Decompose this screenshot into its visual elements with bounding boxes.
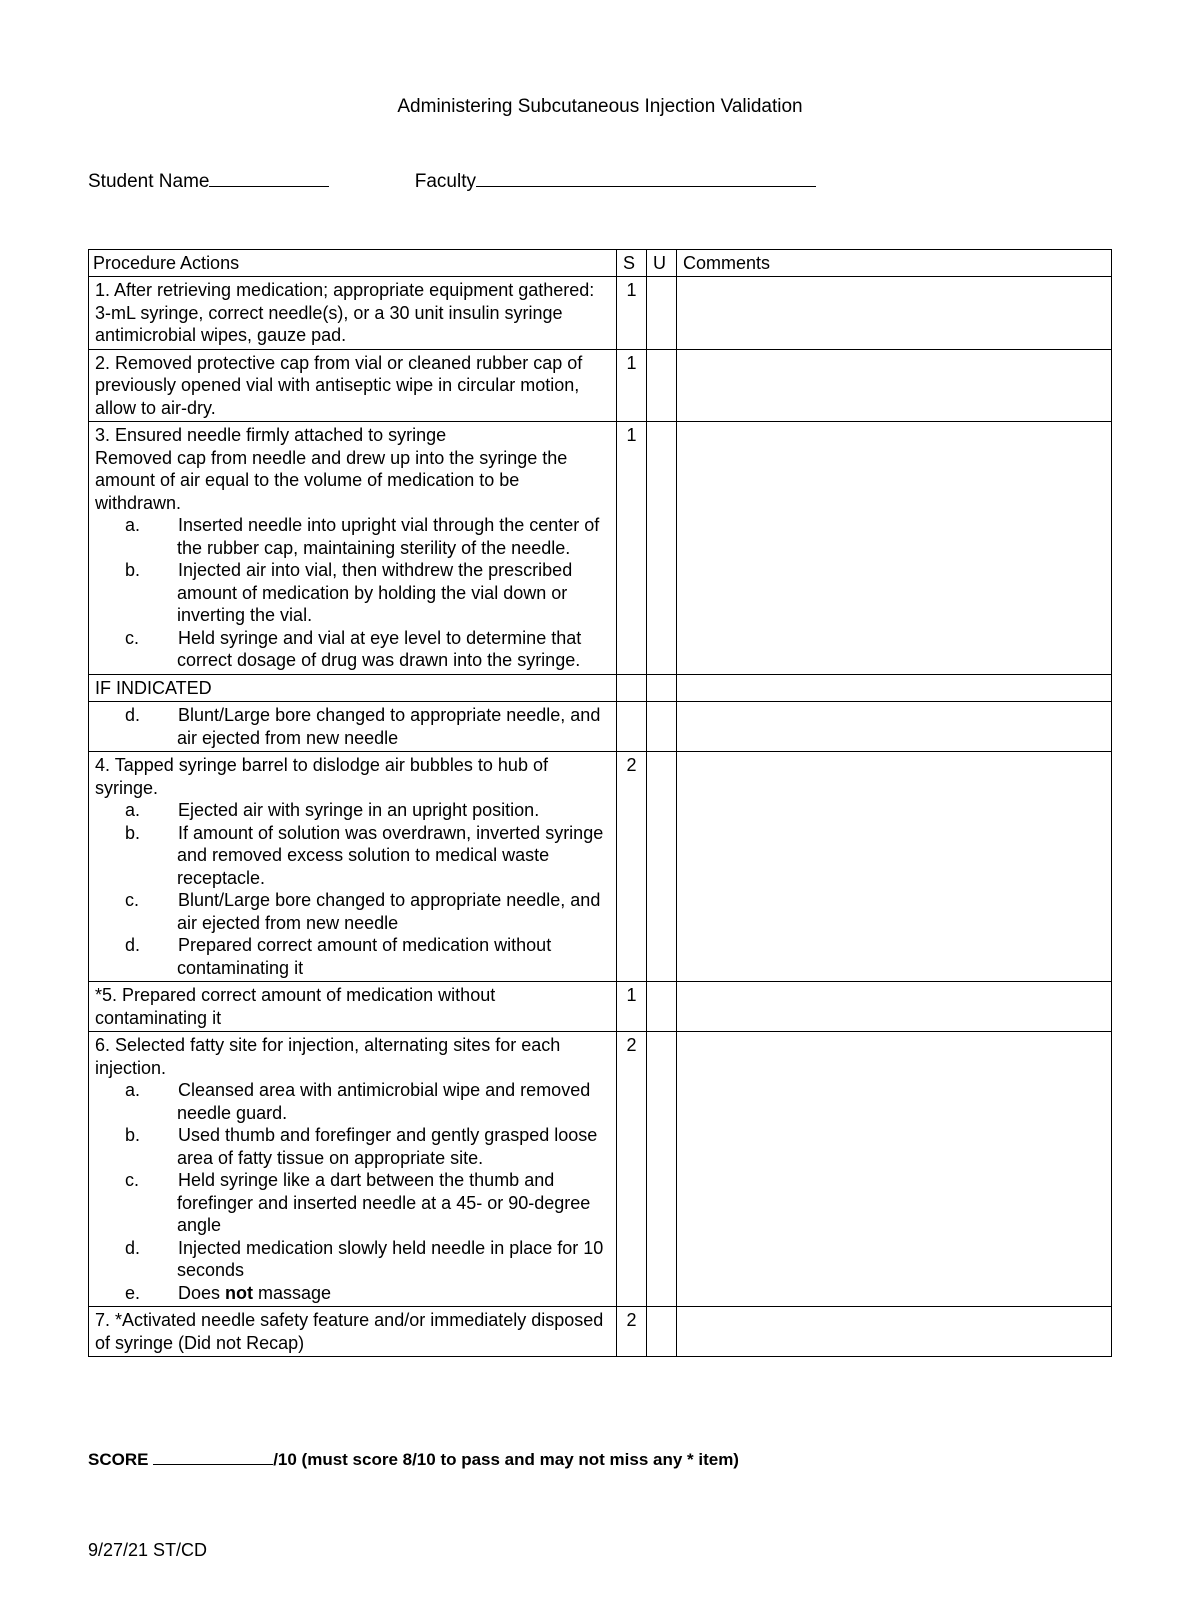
s-cell <box>617 702 647 752</box>
sub-item: d. Blunt/Large bore changed to appropria… <box>151 704 610 749</box>
comments-cell[interactable] <box>677 349 1112 422</box>
action-text: 4. Tapped syringe barrel to dislodge air… <box>95 754 610 799</box>
u-cell[interactable] <box>647 982 677 1032</box>
table-row: 2. Removed protective cap from vial or c… <box>89 349 1112 422</box>
comments-cell[interactable] <box>677 702 1112 752</box>
comments-cell[interactable] <box>677 422 1112 675</box>
actions-cell: 2. Removed protective cap from vial or c… <box>89 349 617 422</box>
s-cell: 1 <box>617 277 647 350</box>
sub-item: c. Held syringe like a dart between the … <box>151 1169 610 1237</box>
action-text: 6. Selected fatty site for injection, al… <box>95 1034 610 1079</box>
sub-list: a. Inserted needle into upright vial thr… <box>95 514 610 672</box>
footer-date: 9/27/21 ST/CD <box>88 1540 1112 1561</box>
s-cell: 2 <box>617 1307 647 1357</box>
comments-cell[interactable] <box>677 277 1112 350</box>
actions-cell: d. Blunt/Large bore changed to appropria… <box>89 702 617 752</box>
page: Administering Subcutaneous Injection Val… <box>0 0 1200 1621</box>
table-row: 4. Tapped syringe barrel to dislodge air… <box>89 752 1112 982</box>
sub-item: d. Injected medication slowly held needl… <box>151 1237 610 1282</box>
table-header-row: Procedure Actions S U Comments <box>89 249 1112 277</box>
sub-list: a. Cleansed area with antimicrobial wipe… <box>95 1079 610 1304</box>
sub-item: e. Does not massage <box>151 1282 610 1305</box>
s-cell: 2 <box>617 1032 647 1307</box>
table-row: 3. Ensured needle firmly attached to syr… <box>89 422 1112 675</box>
actions-cell: 7. *Activated needle safety feature and/… <box>89 1307 617 1357</box>
action-text: 2. Removed protective cap from vial or c… <box>95 352 610 420</box>
u-cell[interactable] <box>647 752 677 982</box>
comments-cell[interactable] <box>677 1032 1112 1307</box>
u-cell[interactable] <box>647 349 677 422</box>
empty-cell <box>647 674 677 702</box>
empty-cell <box>677 674 1112 702</box>
s-cell: 1 <box>617 422 647 675</box>
student-name-label: Student Name <box>88 171 209 193</box>
actions-cell: 3. Ensured needle firmly attached to syr… <box>89 422 617 675</box>
faculty-blank[interactable] <box>476 166 816 187</box>
u-cell[interactable] <box>647 1032 677 1307</box>
actions-cell: 1. After retrieving medication; appropri… <box>89 277 617 350</box>
s-cell: 1 <box>617 349 647 422</box>
action-text: Removed cap from needle and drew up into… <box>95 447 610 515</box>
action-text: 3. Ensured needle firmly attached to syr… <box>95 424 610 447</box>
sub-item: b. Used thumb and forefinger and gently … <box>151 1124 610 1169</box>
u-cell[interactable] <box>647 422 677 675</box>
empty-cell <box>617 674 647 702</box>
header-line: Student Name Faculty <box>88 166 1112 193</box>
sub-list: a. Ejected air with syringe in an uprigh… <box>95 799 610 979</box>
s-cell: 1 <box>617 982 647 1032</box>
sub-item: a. Cleansed area with antimicrobial wipe… <box>151 1079 610 1124</box>
actions-cell: *5. Prepared correct amount of medicatio… <box>89 982 617 1032</box>
table-row: 1. After retrieving medication; appropri… <box>89 277 1112 350</box>
sub-item: a. Ejected air with syringe in an uprigh… <box>151 799 610 822</box>
sub-item: a. Inserted needle into upright vial thr… <box>151 514 610 559</box>
sub-list: d. Blunt/Large bore changed to appropria… <box>95 704 610 749</box>
actions-cell: 6. Selected fatty site for injection, al… <box>89 1032 617 1307</box>
if-indicated-cell: IF INDICATED <box>89 674 617 702</box>
sub-item: c. Blunt/Large bore changed to appropria… <box>151 889 610 934</box>
u-cell[interactable] <box>647 277 677 350</box>
sub-item: b. If amount of solution was overdrawn, … <box>151 822 610 890</box>
score-suffix: /10 (must score 8/10 to pass and may not… <box>273 1450 739 1469</box>
score-line: SCORE /10 (must score 8/10 to pass and m… <box>88 1447 1112 1470</box>
s-cell: 2 <box>617 752 647 982</box>
page-title: Administering Subcutaneous Injection Val… <box>88 96 1112 118</box>
sub-item: d. Prepared correct amount of medication… <box>151 934 610 979</box>
comments-cell[interactable] <box>677 752 1112 982</box>
table-row: 7. *Activated needle safety feature and/… <box>89 1307 1112 1357</box>
student-name-blank[interactable] <box>209 166 329 187</box>
table-row: d. Blunt/Large bore changed to appropria… <box>89 702 1112 752</box>
table-row: *5. Prepared correct amount of medicatio… <box>89 982 1112 1032</box>
procedure-table: Procedure Actions S U Comments 1. After … <box>88 249 1112 1358</box>
table-row: IF INDICATED <box>89 674 1112 702</box>
u-cell[interactable] <box>647 702 677 752</box>
action-text: *5. Prepared correct amount of medicatio… <box>95 984 610 1029</box>
header-actions: Procedure Actions <box>89 249 617 277</box>
comments-cell[interactable] <box>677 1307 1112 1357</box>
action-text: 7. *Activated needle safety feature and/… <box>95 1309 610 1354</box>
action-text: 1. After retrieving medication; appropri… <box>95 279 610 347</box>
actions-cell: 4. Tapped syringe barrel to dislodge air… <box>89 752 617 982</box>
sub-item: b. Injected air into vial, then withdrew… <box>151 559 610 627</box>
header-u: U <box>647 249 677 277</box>
header-s: S <box>617 249 647 277</box>
score-prefix: SCORE <box>88 1450 153 1469</box>
header-comments: Comments <box>677 249 1112 277</box>
u-cell[interactable] <box>647 1307 677 1357</box>
table-row: 6. Selected fatty site for injection, al… <box>89 1032 1112 1307</box>
faculty-label: Faculty <box>415 171 476 193</box>
comments-cell[interactable] <box>677 982 1112 1032</box>
sub-item: c. Held syringe and vial at eye level to… <box>151 627 610 672</box>
score-blank[interactable] <box>153 1447 273 1465</box>
